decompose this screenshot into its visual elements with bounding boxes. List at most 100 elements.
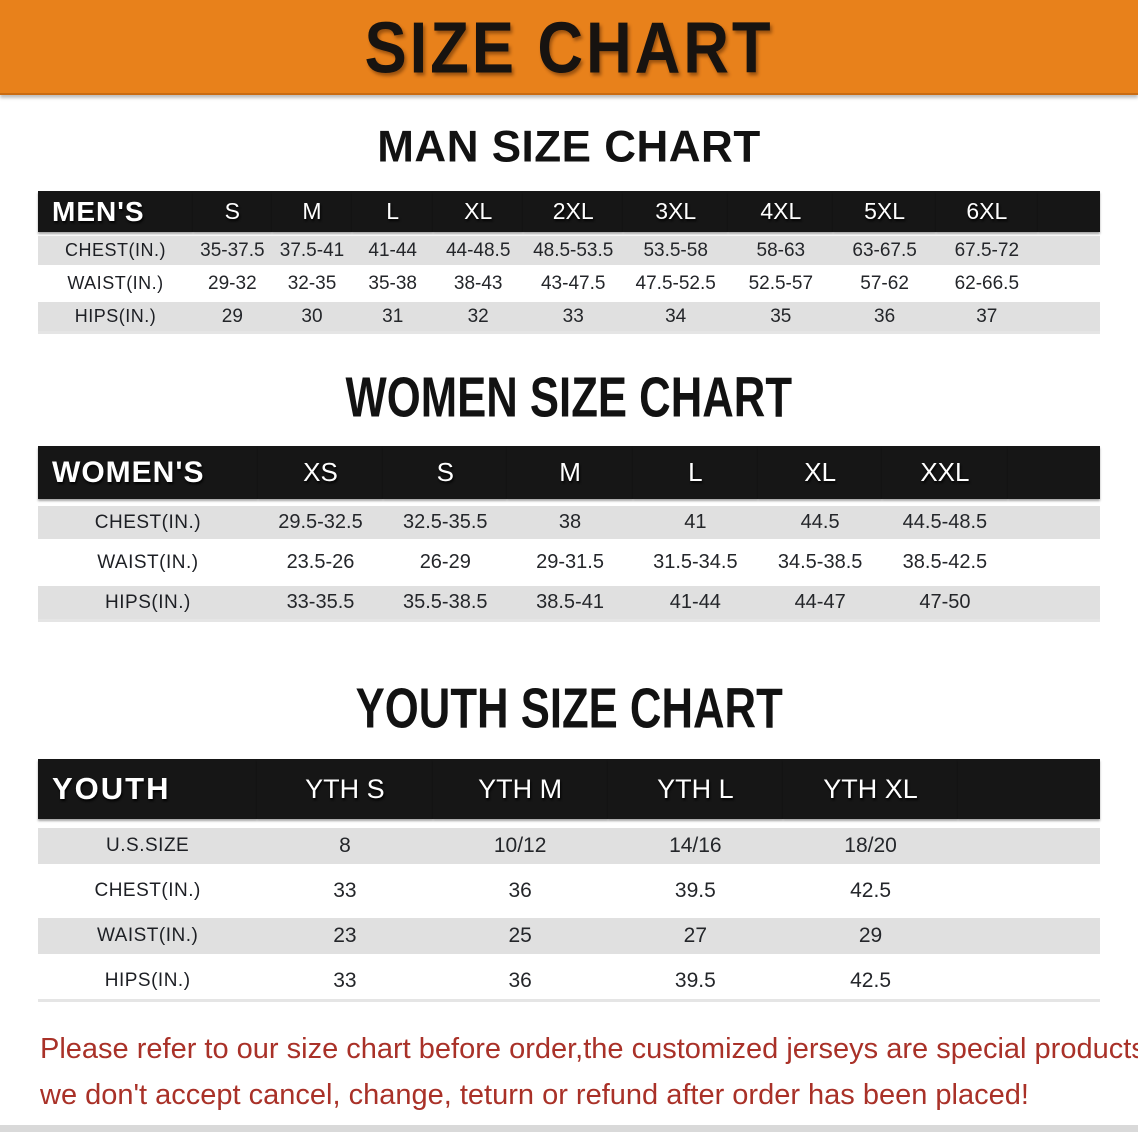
size-value-cell: 44.5 [758, 506, 883, 539]
size-value-cell: 33-35.5 [257, 586, 384, 619]
size-column-header: S [383, 446, 508, 499]
size-value-cell: 41 [632, 506, 759, 539]
size-value-cell: 30 [271, 302, 353, 331]
size-value-cell: 63-67.5 [833, 236, 936, 265]
size-value-cell: 35 [728, 302, 834, 331]
youth-section-heading: YOUTH SIZE CHART [0, 677, 1138, 741]
row-label: U.S.SIZE [38, 828, 258, 864]
size-value-cell: 29-31.5 [507, 546, 633, 579]
disclaimer-line-2: we don't accept cancel, change, teturn o… [40, 1079, 1029, 1111]
size-value-cell: 32.5-35.5 [383, 506, 508, 539]
spacer-cell [1007, 506, 1100, 539]
size-value-cell: 38.5-42.5 [882, 546, 1008, 579]
size-value-cell: 29 [782, 918, 959, 954]
youth-section-heading-text: YOUTH SIZE CHART [355, 677, 783, 741]
measurement-row: WAIST(IN.) 23.5-26 26-29 29-31.5 31.5-34.5 34… [38, 546, 1100, 579]
size-value-cell: 34.5-38.5 [758, 546, 883, 579]
size-value-cell: 34 [623, 302, 729, 331]
spacer-cell [1007, 546, 1100, 579]
size-column-header: 6XL [935, 191, 1038, 232]
women-size-table: WOMEN'S XS S M L XL XXL CHEST(IN.) 29.5-32.5 32.5… [38, 439, 1100, 626]
spacer-cell [958, 963, 1100, 999]
page-title: SIZE CHART [364, 5, 774, 88]
size-column-header: L [352, 191, 434, 232]
spacer-cell [958, 918, 1100, 954]
size-column-header: 4XL [728, 191, 834, 232]
size-header-row: YOUTH YTH S YTH M YTH L YTH XL [38, 759, 1100, 819]
measurement-row: CHEST(IN.) 35-37.5 37.5-41 41-44 44-48.5 48.5… [38, 236, 1100, 265]
size-value-cell: 26-29 [383, 546, 508, 579]
size-column-header: XL [758, 446, 883, 499]
size-column-header: YTH S [257, 759, 433, 819]
group-label: WOMEN'S [38, 446, 258, 499]
bottom-edge-decoration [0, 1125, 1138, 1132]
row-label: HIPS(IN.) [38, 302, 194, 331]
size-value-cell: 25 [432, 918, 608, 954]
spacer-cell [1007, 586, 1100, 619]
size-value-cell: 38 [507, 506, 633, 539]
size-value-cell: 32-35 [271, 269, 353, 298]
spacer-cell [1037, 302, 1100, 331]
size-value-cell: 31.5-34.5 [632, 546, 759, 579]
size-value-cell: 33 [523, 302, 624, 331]
size-value-cell: 14/16 [607, 828, 783, 864]
spacer-cell [958, 873, 1100, 909]
women-section-heading-text: WOMEN SIZE CHART [345, 366, 793, 430]
size-column-header: 3XL [623, 191, 729, 232]
size-column-header: YTH M [432, 759, 608, 819]
size-value-cell: 27 [607, 918, 783, 954]
size-value-cell: 39.5 [607, 873, 783, 909]
size-header-row: WOMEN'S XS S M L XL XXL [38, 446, 1100, 499]
measurement-row: WAIST(IN.) 29-32 32-35 35-38 38-43 43-47.5 47.… [38, 269, 1100, 298]
measurement-row: U.S.SIZE 8 10/12 14/16 18/20 [38, 828, 1100, 864]
size-value-cell: 37 [935, 302, 1038, 331]
size-value-cell: 36 [432, 963, 608, 999]
size-column-header: M [507, 446, 633, 499]
spacer-cell [1007, 446, 1100, 499]
measurement-row: HIPS(IN.) 29 30 31 32 33 34 35 36 37 [38, 302, 1100, 331]
size-value-cell: 42.5 [782, 963, 959, 999]
size-value-cell: 44-48.5 [433, 236, 524, 265]
measurement-row: CHEST(IN.) 29.5-32.5 32.5-35.5 38 41 44.5 44.5… [38, 506, 1100, 539]
size-value-cell: 44.5-48.5 [882, 506, 1008, 539]
spacer-cell [958, 759, 1100, 819]
size-value-cell: 33 [257, 963, 433, 999]
size-value-cell: 38.5-41 [507, 586, 633, 619]
spacer-cell [1037, 269, 1100, 298]
size-value-cell: 31 [352, 302, 434, 331]
row-label: CHEST(IN.) [38, 506, 258, 539]
measurement-row: HIPS(IN.) 33 36 39.5 42.5 [38, 963, 1100, 999]
disclaimer: Please refer to our size chart before or… [40, 1026, 1138, 1118]
size-value-cell: 39.5 [607, 963, 783, 999]
men-section-heading: MAN SIZE CHART [0, 121, 1138, 173]
size-value-cell: 29 [193, 302, 272, 331]
size-column-header: YTH XL [782, 759, 959, 819]
measurement-row: CHEST(IN.) 33 36 39.5 42.5 [38, 873, 1100, 909]
size-value-cell: 36 [432, 873, 608, 909]
size-value-cell: 53.5-58 [623, 236, 729, 265]
size-value-cell: 18/20 [782, 828, 959, 864]
row-label: WAIST(IN.) [38, 918, 258, 954]
group-label: MEN'S [38, 191, 194, 232]
size-column-header: 2XL [523, 191, 624, 232]
row-label: CHEST(IN.) [38, 236, 194, 265]
size-value-cell: 8 [257, 828, 433, 864]
women-section-heading: WOMEN SIZE CHART [0, 366, 1138, 430]
spacer-cell [1037, 236, 1100, 265]
size-value-cell: 62-66.5 [935, 269, 1038, 298]
size-value-cell: 48.5-53.5 [523, 236, 624, 265]
size-value-cell: 47.5-52.5 [623, 269, 729, 298]
youth-size-chart-section: YOUTH SIZE CHART YOUTH YTH S YTH M YTH L YTH… [0, 677, 1138, 1008]
size-column-header: M [271, 191, 353, 232]
size-value-cell: 47-50 [882, 586, 1008, 619]
size-value-cell: 52.5-57 [728, 269, 834, 298]
measurement-row: HIPS(IN.) 33-35.5 35.5-38.5 38.5-41 41-44 44-… [38, 586, 1100, 619]
size-value-cell: 23.5-26 [257, 546, 384, 579]
row-label: WAIST(IN.) [38, 546, 258, 579]
size-value-cell: 43-47.5 [523, 269, 624, 298]
size-value-cell: 44-47 [758, 586, 883, 619]
men-size-table: MEN'S S M L XL 2XL 3XL 4XL 5XL 6XL CHEST(IN.) 35-37… [38, 187, 1100, 335]
size-value-cell: 36 [833, 302, 936, 331]
size-value-cell: 35-38 [352, 269, 434, 298]
